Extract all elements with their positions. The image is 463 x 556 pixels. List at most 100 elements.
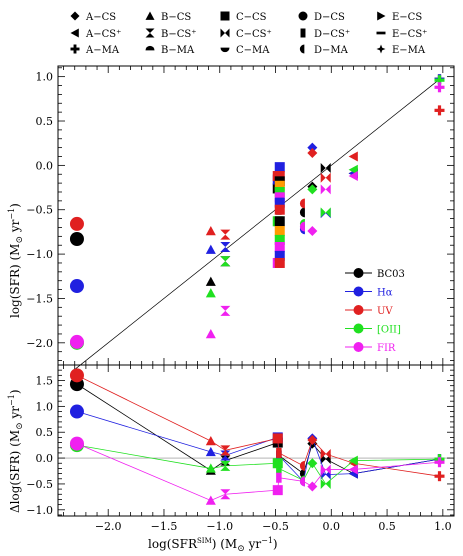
data-point xyxy=(307,142,318,153)
marker-key: A−CS B−CS C−CS D−CS E−CS A−CS⁺ B−CS⁺ C−CS⁺ D−CS⁺… xyxy=(70,11,427,56)
data-point xyxy=(307,481,318,492)
x-axis-title: log(SFRSIM) (M⊙ yr−1) xyxy=(148,536,278,554)
y-tick-label: −0.5 xyxy=(26,478,53,491)
data-point xyxy=(274,216,285,227)
legend-item: BC03 xyxy=(345,268,405,280)
top-y-axis-title: log(SFR) (M⊙ yr−1) xyxy=(7,203,25,318)
marker-key-item: C−CS xyxy=(220,11,267,23)
data-point xyxy=(320,448,331,459)
marker-key-item: C−CS⁺ xyxy=(220,28,272,40)
bottom-y-axis-title: Δlog(SFR) (M⊙ yr−1) xyxy=(7,389,25,513)
marker-key-label: C−CS⁺ xyxy=(236,29,272,40)
triangle-up-icon xyxy=(145,11,155,20)
data-point xyxy=(205,244,216,254)
diamond-icon xyxy=(70,11,80,21)
bottom-y-axis-unit: yr xyxy=(8,406,22,423)
bowtie-icon xyxy=(220,28,230,38)
data-point xyxy=(220,229,231,240)
data-point xyxy=(276,463,282,474)
y-tick-label: 0.5 xyxy=(36,115,54,128)
x-axis-title-prefix: log(SFR xyxy=(148,537,198,551)
cross-icon xyxy=(70,44,80,54)
x-axis-title-mid: ) (M xyxy=(212,537,237,551)
data-point xyxy=(205,226,216,236)
marker-key-item: E−CS xyxy=(377,11,422,23)
data-point xyxy=(69,368,84,383)
marker-key-item: A−CS⁺ xyxy=(70,28,121,40)
marker-key-item: D−MA xyxy=(299,44,349,56)
data-point xyxy=(434,82,445,93)
legend-label: FIR xyxy=(377,343,396,354)
data-point xyxy=(220,460,231,471)
y-tick-label: −1.5 xyxy=(26,292,53,305)
data-point xyxy=(348,455,358,466)
top-plot-frame xyxy=(57,65,455,366)
legend-label: [OII] xyxy=(377,325,401,336)
top-y-axis-exp: −1 xyxy=(7,208,16,220)
data-point xyxy=(307,147,318,158)
data-point xyxy=(320,464,331,475)
legend-marker xyxy=(353,286,364,297)
marker-key-item: B−CS xyxy=(145,11,191,23)
data-point xyxy=(320,478,331,489)
half-circle-down-icon xyxy=(220,47,230,53)
data-point xyxy=(299,207,305,218)
data-point xyxy=(274,226,285,237)
data-point xyxy=(348,151,358,162)
marker-key-item: B−MA xyxy=(145,45,195,56)
marker-key-label: E−MA xyxy=(392,45,426,56)
data-point xyxy=(348,464,358,475)
marker-key-label: B−MA xyxy=(161,45,195,56)
half-circle-left-icon xyxy=(299,44,305,54)
data-point xyxy=(272,485,283,496)
data-point xyxy=(299,198,305,209)
y-tick-label: 0.0 xyxy=(36,159,54,172)
data-point xyxy=(274,257,285,268)
top-panel: −2.0 −1.5 −1.0 −0.5 0.0 0.5 1.0 BC03 Hα UV [OII] F… xyxy=(26,65,455,370)
data-point xyxy=(272,433,283,444)
legend-marker xyxy=(353,342,364,352)
data-point xyxy=(320,172,331,183)
data-point xyxy=(307,184,318,195)
data-point xyxy=(69,232,84,247)
data-point xyxy=(220,305,231,316)
data-point xyxy=(274,204,285,215)
marker-key-label: D−MA xyxy=(314,45,349,56)
data-point xyxy=(276,447,282,458)
data-point xyxy=(320,207,331,218)
marker-key-label: B−CS xyxy=(161,12,191,23)
marker-key-label: D−CS⁺ xyxy=(314,29,350,40)
marker-key-item: A−CS xyxy=(70,11,116,23)
y-tick-label: 1.5 xyxy=(36,375,54,388)
marker-key-label: A−CS⁺ xyxy=(85,29,121,40)
legend-item: Hα xyxy=(345,286,393,299)
x-tick-label: −0.5 xyxy=(262,520,289,533)
bottom-y-axis-sun: ⊙ xyxy=(15,422,25,430)
data-point xyxy=(272,458,283,469)
y-tick-label: 1.0 xyxy=(36,400,54,413)
data-point xyxy=(205,288,216,298)
x-tick-label: −2.0 xyxy=(95,520,122,533)
data-point xyxy=(274,186,285,197)
half-square-icon xyxy=(300,28,306,38)
marker-key-item: A−MA xyxy=(70,44,120,56)
data-point xyxy=(205,463,216,473)
y-tick-label: 0.5 xyxy=(36,426,54,439)
marker-key-label: D−CS xyxy=(314,12,345,23)
series-line xyxy=(76,411,440,483)
x-tick-label: −1.0 xyxy=(206,520,233,533)
bottom-axes: −2.0 −1.5 −1.0 −0.5 0.0 0.5 1.0 −1.0 −0.5 0.0 0.5 1… xyxy=(26,364,455,533)
x-tick-label: −1.5 xyxy=(151,520,178,533)
data-point xyxy=(274,162,285,173)
data-point xyxy=(434,457,445,468)
x-axis-title-sup: SIM xyxy=(197,537,212,545)
series-fir xyxy=(69,436,445,505)
marker-key-item: D−CS xyxy=(298,11,345,23)
data-point xyxy=(205,276,216,286)
data-point xyxy=(69,404,84,419)
dash-icon xyxy=(376,31,386,35)
top-y-axis-title-main: log(SFR) (M xyxy=(8,244,22,318)
marker-key-label: E−CS xyxy=(392,12,422,23)
series-h xyxy=(69,74,445,294)
